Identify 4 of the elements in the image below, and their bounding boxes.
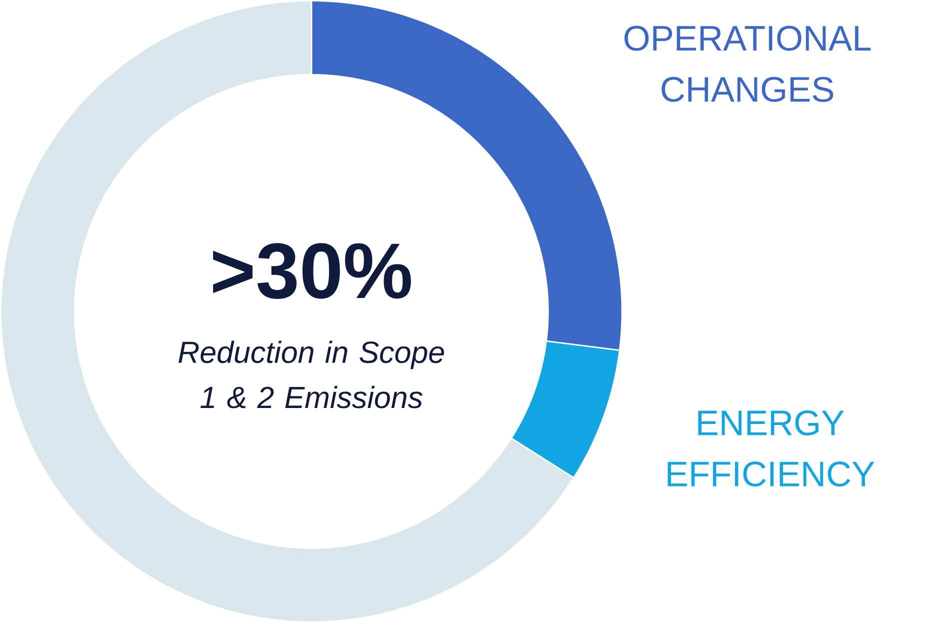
text: >30%	[213, 243, 411, 299]
text: Reduction in Scope 1 & 2 Emissions	[178, 340, 444, 408]
slice-label: OPERATIONAL CHANGES	[624, 26, 871, 102]
slice-label: ENERGY EFFICIENCY	[668, 410, 874, 487]
